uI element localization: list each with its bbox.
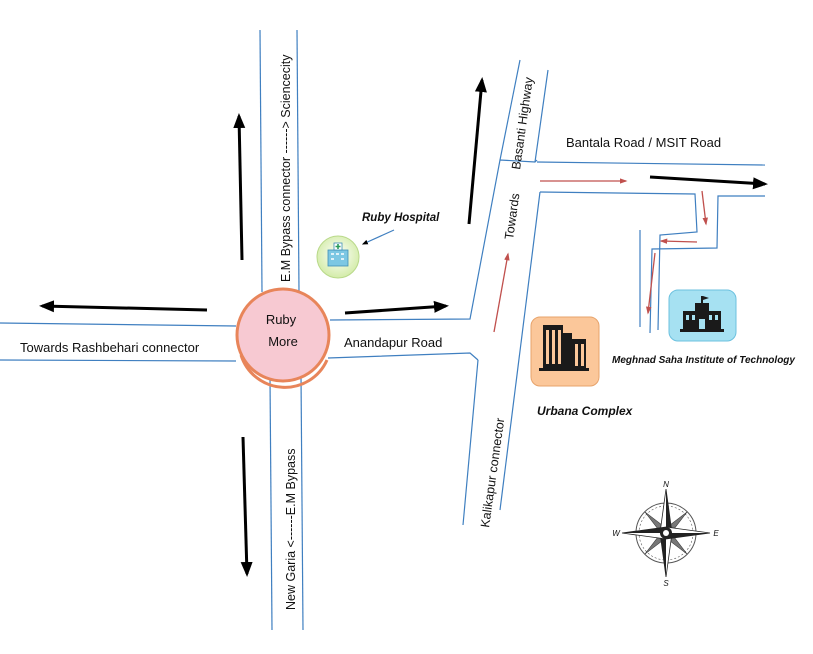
direction-arrows: [39, 77, 768, 577]
rashbehari-north-edge: [0, 322, 237, 327]
arrow-west: [39, 300, 208, 313]
route-arrow-1: [493, 252, 510, 333]
anandapur-south-edge: [327, 352, 479, 361]
msit-marker: Meghnad Saha Institute of Technology: [612, 289, 795, 366]
ruby-hospital-marker: Ruby Hospital: [316, 212, 440, 279]
ruby-more-roundabout: Ruby More: [235, 287, 331, 389]
em-bypass-north-west-edge: [259, 29, 263, 293]
road-edges: [0, 29, 766, 631]
rashbehari-label: Towards Rashbehari connector: [20, 340, 200, 355]
em-bypass-south-east-edge: [300, 374, 304, 631]
bantala-label: Bantala Road / MSIT Road: [566, 135, 721, 150]
bantala-north-edge: [536, 161, 766, 166]
route-arrow-5: [646, 252, 656, 315]
compass-south-label: S: [663, 579, 669, 588]
roundabout-label-line2: More: [268, 334, 298, 349]
basanti-upper-east-edge: [534, 69, 549, 163]
basanti-east-edge: [499, 191, 541, 511]
arrow-east-bantala: [649, 175, 768, 190]
route-arrow-3: [701, 190, 708, 226]
anandapur-label: Anandapur Road: [344, 335, 442, 350]
em-bypass-north-label: E.M Bypass connector ------> Sciencecity: [279, 54, 293, 282]
em-bypass-north-east-edge: [296, 29, 300, 293]
kalikapur-label: Kalikapur connector: [478, 417, 507, 528]
basanti-west-edge: [499, 59, 521, 161]
rashbehari-south-edge: [0, 359, 237, 362]
em-bypass-south-west-edge: [269, 377, 273, 631]
compass-east-label: E: [713, 529, 719, 538]
arrow-south: [240, 436, 253, 577]
arrow-north: [233, 113, 246, 261]
arrow-east-anandapur: [344, 300, 449, 315]
compass-west-label: W: [612, 529, 621, 538]
urbana-label: Urbana Complex: [537, 404, 634, 418]
route-arrow-4: [659, 238, 698, 244]
em-bypass-south-label: New Garia <------E.M Bypass: [284, 449, 298, 610]
msit-lane-edge: [649, 195, 765, 334]
towards-label: Towards: [502, 192, 522, 240]
ruby-hospital-label: Ruby Hospital: [362, 212, 440, 224]
roundabout-circle: [235, 287, 331, 383]
route-arrows: [493, 178, 708, 333]
arrow-north-basanti: [467, 77, 487, 225]
roundabout-label-line1: Ruby: [266, 312, 297, 327]
msit-label: Meghnad Saha Institute of Technology: [612, 355, 795, 366]
bantala-south-edge: [539, 191, 698, 331]
compass-north-label: N: [663, 480, 669, 489]
basanti-label: Basanti Highway: [509, 76, 536, 171]
compass-rose-icon: N S E W: [612, 480, 719, 588]
urbana-complex-marker: Urbana Complex: [530, 316, 634, 418]
kalikapur-west-edge: [462, 359, 479, 526]
